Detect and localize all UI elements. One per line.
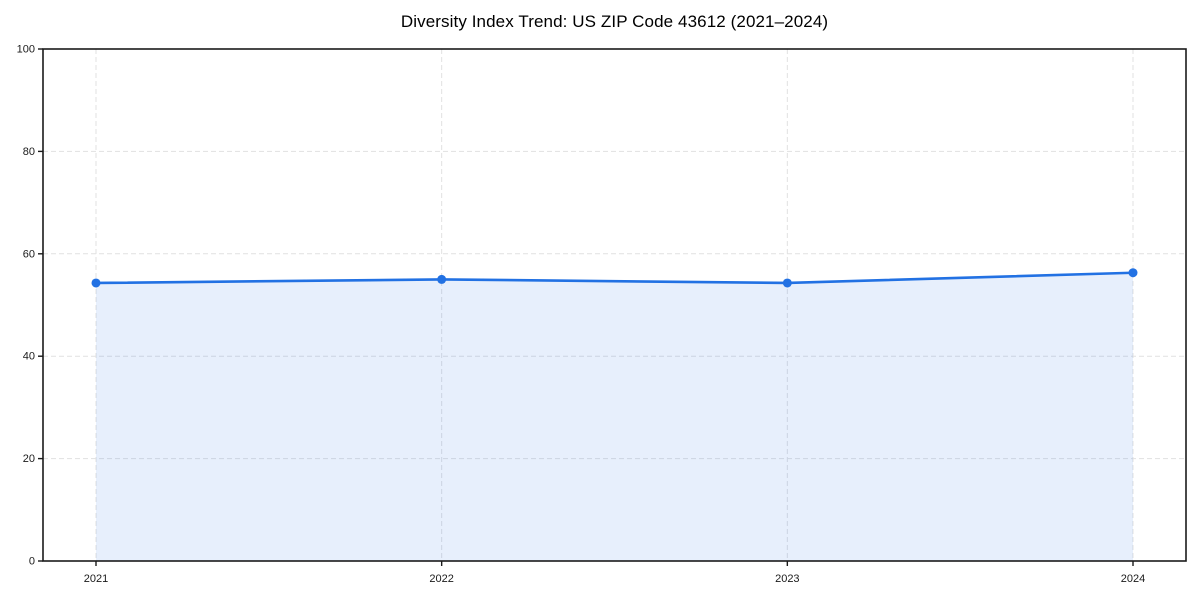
data-point-marker xyxy=(1128,268,1138,278)
y-tick-label: 60 xyxy=(23,248,35,260)
trend-line xyxy=(94,271,1135,285)
data-point-marker xyxy=(437,274,447,284)
y-tick-label: 100 xyxy=(17,44,35,56)
area-fill xyxy=(96,272,1133,561)
y-tick-label: 40 xyxy=(23,351,35,363)
y-tick-label: 0 xyxy=(29,556,35,568)
data-point-marker xyxy=(782,278,792,288)
x-tick-label: 2022 xyxy=(429,573,453,585)
x-tick-label: 2024 xyxy=(1121,573,1145,585)
x-tick-label: 2021 xyxy=(84,573,108,585)
plot-border xyxy=(42,48,1187,562)
data-point-marker xyxy=(91,278,101,288)
chart-title: Diversity Index Trend: US ZIP Code 43612… xyxy=(400,12,829,31)
y-tick-label: 20 xyxy=(23,453,35,465)
y-tick-label: 80 xyxy=(23,146,35,158)
x-tick-label: 2023 xyxy=(775,573,799,585)
